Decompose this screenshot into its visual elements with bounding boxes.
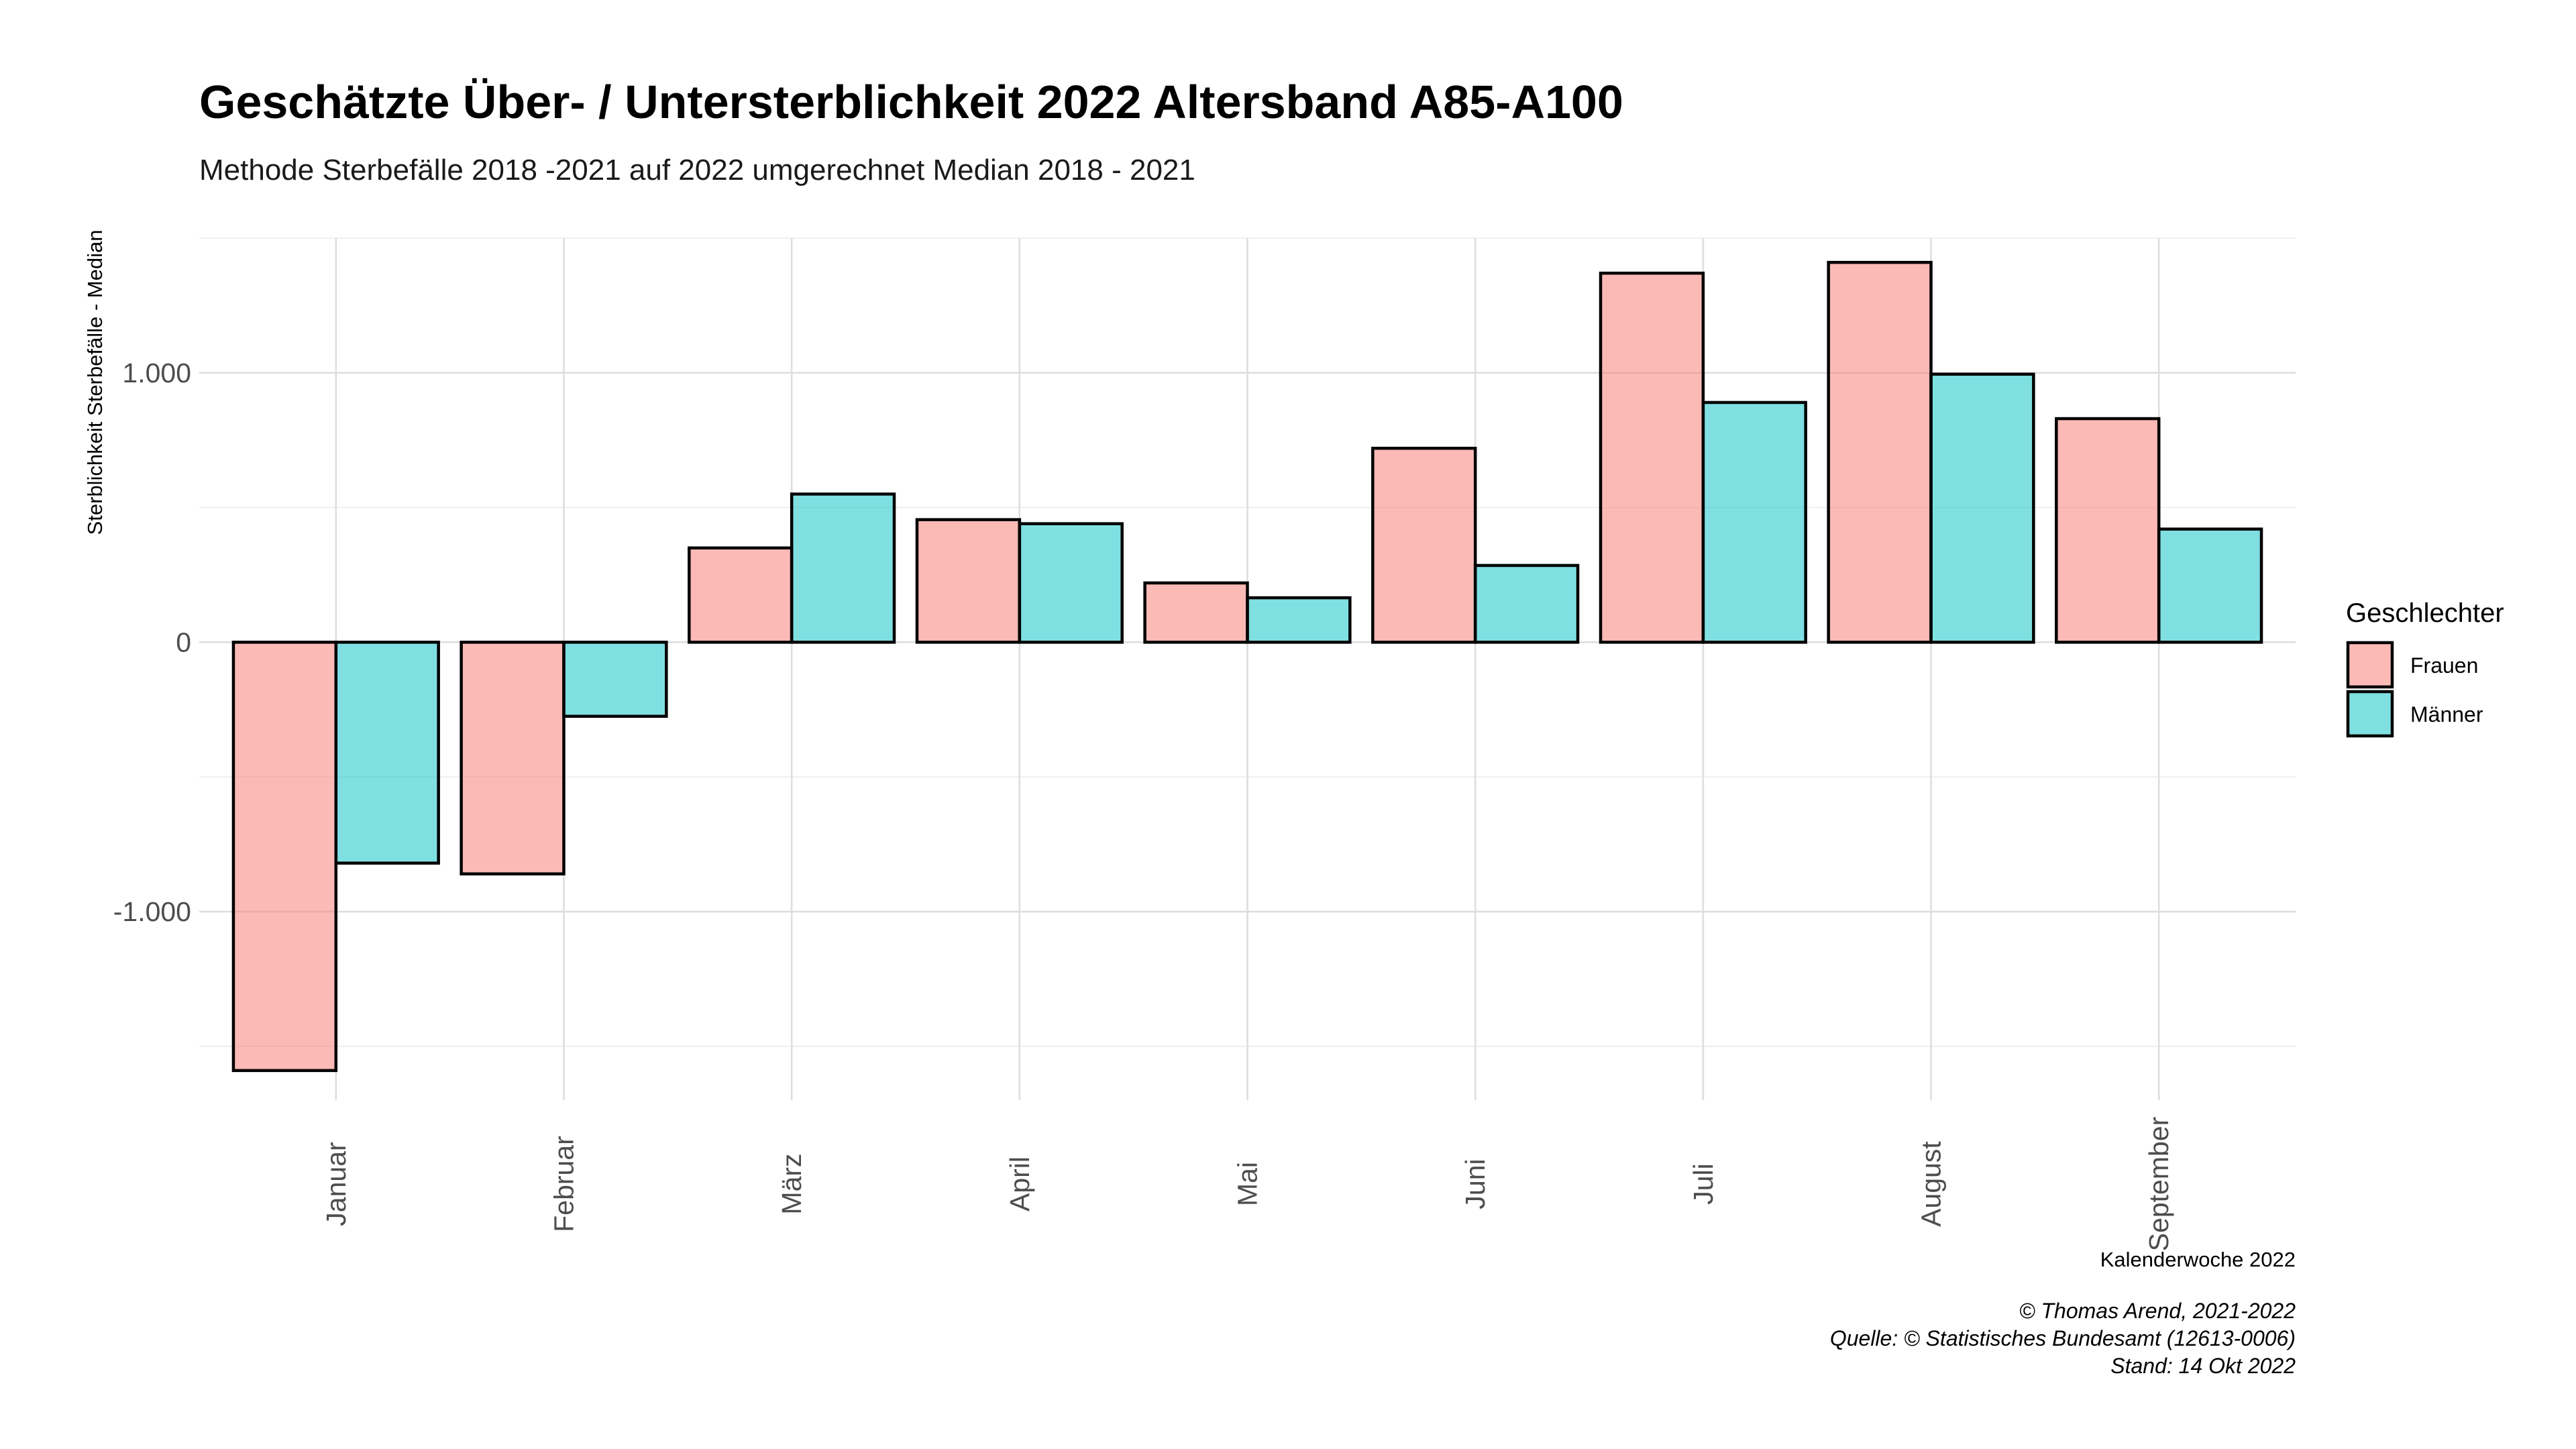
x-tick-label-8: September: [2143, 1117, 2174, 1252]
bar-m-nner-8: [2157, 527, 2263, 644]
bars: [231, 260, 2263, 1073]
y-tick-label-0: -1.000: [113, 896, 191, 927]
x-tick-label-4: Mai: [1232, 1162, 1263, 1206]
x-axis-title: Kalenderwoche 2022: [2100, 1248, 2296, 1271]
legend-key-1: [2346, 690, 2394, 738]
legend-label-1: Männer: [2410, 702, 2483, 727]
caption-line-date: Stand: 14 Okt 2022: [2110, 1354, 2296, 1378]
bar-frauen-5: [1371, 446, 1477, 644]
bar-m-nner-5: [1473, 564, 1580, 644]
y-axis-title: Sterblichkeit Sterbefälle - Median: [83, 230, 107, 535]
bar-frauen-2: [688, 546, 794, 644]
chart-title: Geschätzte Über- / Untersterblichkeit 20…: [199, 76, 1623, 128]
bar-m-nner-0: [334, 641, 440, 865]
x-tick-label-1: Februar: [548, 1136, 579, 1232]
bar-frauen-1: [460, 641, 566, 875]
x-tick-label-5: Juni: [1460, 1159, 1491, 1209]
caption-line-source: Quelle: © Statistisches Bundesamt (12613…: [1830, 1326, 2296, 1350]
caption-line-author: © Thomas Arend, 2021-2022: [2019, 1299, 2296, 1323]
bar-frauen-7: [1827, 260, 1933, 644]
caption: © Thomas Arend, 2021-2022 Quelle: © Stat…: [1830, 1299, 2296, 1378]
bar-m-nner-1: [562, 641, 668, 718]
bar-m-nner-4: [1246, 596, 1352, 644]
x-tick-label-3: April: [1004, 1157, 1035, 1212]
chart-subtitle: Methode Sterbefälle 2018 -2021 auf 2022 …: [199, 154, 1195, 186]
x-axis-ticks: Januar Februar März April Mai Juni Juli August S…: [321, 1117, 2174, 1252]
legend: Geschlechter Frauen Männer: [2346, 598, 2504, 738]
bar-m-nner-3: [1018, 522, 1124, 644]
bar-m-nner-2: [790, 492, 896, 644]
bar-m-nner-7: [1929, 372, 2035, 644]
bar-frauen-6: [1599, 271, 1705, 644]
bar-frauen-8: [2055, 417, 2161, 644]
y-tick-label-1: 0: [176, 627, 191, 657]
legend-title: Geschlechter: [2346, 598, 2504, 628]
legend-key-0: [2346, 641, 2394, 689]
y-tick-label-2: 1.000: [122, 358, 191, 388]
bar-frauen-4: [1143, 581, 1249, 644]
x-tick-label-6: Juli: [1688, 1163, 1719, 1205]
x-tick-label-7: August: [1916, 1141, 1947, 1227]
bar-frauen-0: [231, 641, 338, 1073]
x-tick-label-0: Januar: [321, 1142, 352, 1226]
bar-m-nner-6: [1701, 400, 1807, 644]
x-tick-label-2: März: [776, 1153, 807, 1214]
bar-frauen-3: [915, 518, 1022, 644]
y-axis-ticks: -1.000 0 1.000: [113, 358, 191, 927]
legend-label-0: Frauen: [2410, 653, 2478, 678]
